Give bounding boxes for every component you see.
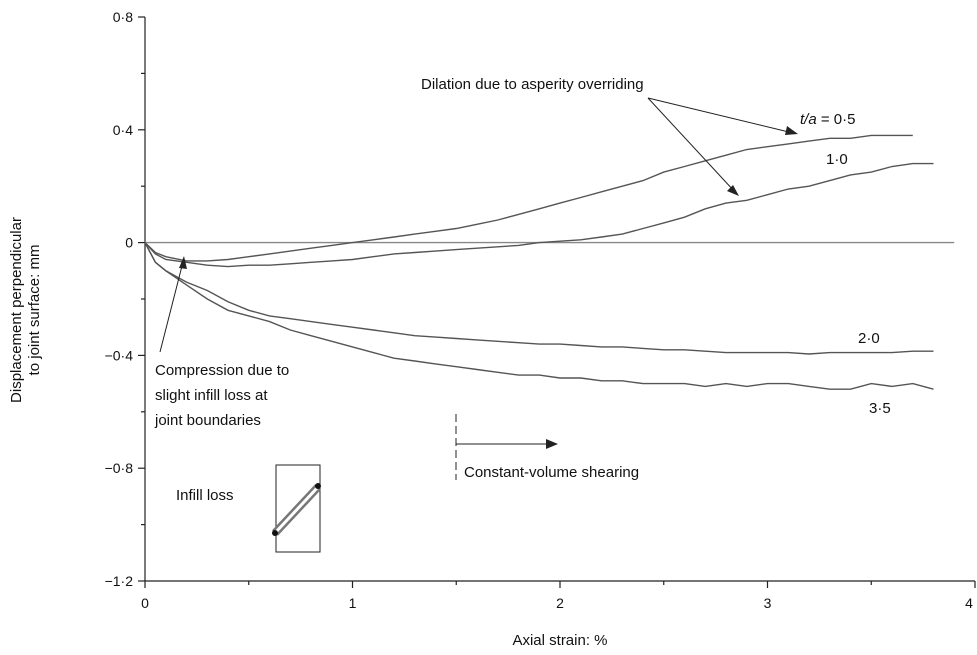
y-tick-label: 0·8	[113, 9, 133, 25]
compression-arrowhead	[179, 256, 187, 269]
y-axis-title-line-1: Displacement perpendicular	[8, 217, 25, 403]
series-label-4: 3·5	[869, 400, 891, 417]
y-axis-title: Displacement perpendicular to joint surf…	[8, 217, 43, 403]
y-ticks: 0·8 0·4 0 −0·4 −0·8 −1·2	[105, 9, 145, 589]
constant-volume-annotation: Constant-volume shearing	[464, 464, 639, 481]
infill-loss-annotation: Infill loss	[176, 487, 234, 504]
infill-joint-core	[273, 485, 320, 535]
dilation-arrow-1	[647, 97, 794, 134]
dilation-arrow-2	[647, 97, 736, 193]
y-axis-title-line-2: to joint surface: mm	[26, 245, 43, 376]
series-label-part: 2·0	[858, 330, 880, 347]
y-tick-label: 0	[125, 235, 133, 251]
compression-annotation-line-3: joint boundaries	[154, 412, 261, 429]
x-tick-label: 0	[141, 595, 149, 611]
infill-loss-point-upper	[315, 483, 321, 489]
series-label-2: 1·0	[826, 151, 848, 168]
y-tick-label: 0·4	[113, 122, 133, 138]
series-layer	[144, 134, 934, 390]
x-tick-label: 1	[349, 595, 357, 611]
series-label-part: 3·5	[869, 400, 891, 417]
infill-loss-point-lower	[272, 530, 278, 536]
series-line-2	[144, 162, 934, 268]
series-line-3	[144, 242, 934, 355]
x-tick-label: 4	[965, 595, 973, 611]
compression-annotation-line-2: slight infill loss at	[155, 387, 268, 404]
x-ticks: 0 1 2 3 4	[141, 581, 976, 611]
y-tick-label: −1·2	[105, 573, 134, 589]
series-labels: t/a = 0·5 1·0 2·0 3·5	[800, 111, 891, 417]
x-axis-title: Axial strain: %	[512, 632, 607, 649]
x-tick-label: 3	[764, 595, 772, 611]
y-tick-label: −0·4	[105, 347, 134, 363]
series-label-part: = 0·5	[817, 111, 856, 128]
constant-volume-arrowhead	[546, 439, 558, 449]
x-tick-label: 2	[556, 595, 564, 611]
dilation-annotation: Dilation due to asperity overriding	[421, 76, 644, 93]
series-label-part: t/a	[800, 111, 817, 128]
series-label-3: 2·0	[858, 330, 880, 347]
y-tick-label: −0·8	[105, 460, 134, 476]
dilation-arrowhead-1	[785, 126, 798, 135]
infill-sample-box	[275, 464, 321, 553]
series-line-1	[144, 134, 913, 262]
dilation-arrowhead-2	[727, 185, 739, 196]
series-label-part: 1·0	[826, 151, 848, 168]
compression-annotation-line-1: Compression due to	[155, 362, 289, 379]
series-label-1: t/a = 0·5	[800, 111, 855, 128]
compression-arrow	[159, 261, 184, 353]
series-line-4	[144, 242, 934, 390]
